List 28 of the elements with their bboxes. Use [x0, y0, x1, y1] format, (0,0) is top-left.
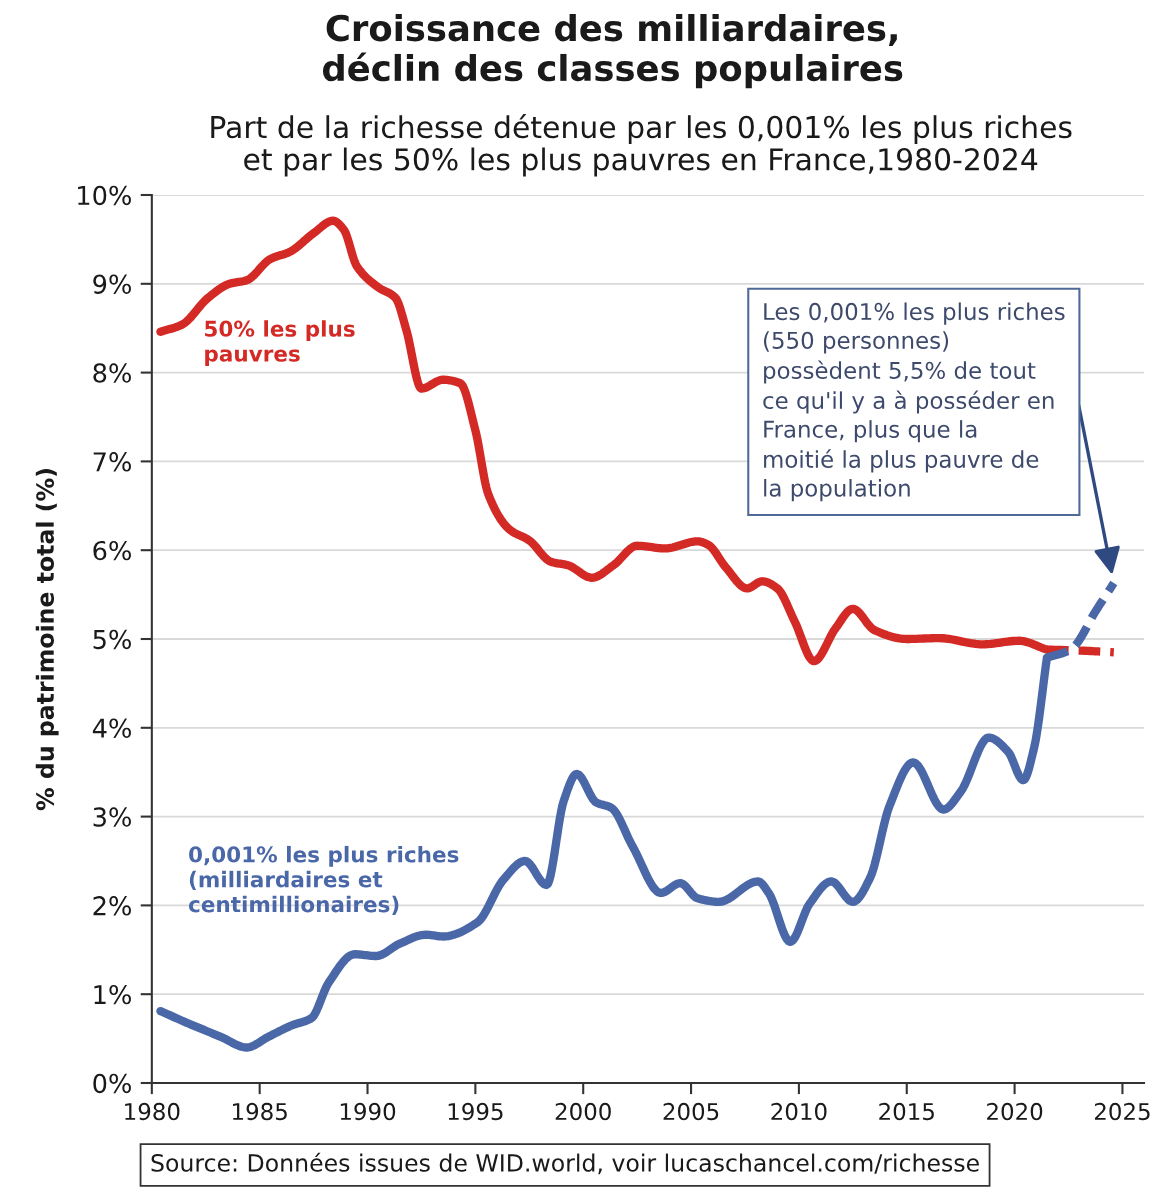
source-note: Source: Données issues de WID.world, voir lucaschancel.com/richesse: [151, 1152, 979, 1175]
x-tick-label: 2020: [987, 1102, 1043, 1121]
y-tick-label: 3%: [93, 807, 131, 827]
x-tick-label: 2015: [879, 1102, 934, 1121]
chart-subtitle: Part de la richesse détenue par les 0,001% les plus riches et par les 50% les plus pauvres en France,1980-2024: [211, 114, 1072, 177]
x-tick-label: 2000: [555, 1102, 611, 1121]
annotation: Les 0,001% les plus riches (550 personnes) possèdent 5,5% de tout ce qu'il y a à posséder en France, plus que la moitié la plus pauvre de la population: [763, 302, 1065, 502]
y-tick-label: 5%: [93, 629, 131, 650]
y-tick-label: 9%: [93, 274, 131, 294]
x-tick-label: 2005: [663, 1102, 719, 1121]
x-tick-label: 2010: [771, 1102, 827, 1121]
x-tick-label: 1995: [448, 1102, 503, 1121]
chart-title: Croissance des milliardaires, déclin des classes populaires: [322, 14, 903, 89]
y-axis-title: % du patrimoine total (%): [35, 469, 59, 811]
y-tick-label: 4%: [92, 718, 131, 738]
y-tick-label: 0%: [93, 1073, 131, 1094]
x-tick-label: 1980: [125, 1102, 180, 1121]
y-tick-label: 2%: [93, 896, 131, 916]
x-tick-label: 1985: [233, 1102, 287, 1121]
y-tick-label: 1%: [94, 984, 131, 1005]
x-tick-label: 2025: [1094, 1102, 1150, 1121]
y-tick-label: 6%: [93, 540, 131, 561]
y-tick-label: 8%: [93, 363, 131, 383]
x-tick-label: 1990: [340, 1102, 396, 1121]
y-tick-label: 10%: [78, 185, 131, 206]
series-label: 50% les plus pauvres: [205, 320, 355, 366]
series-label: 0,001% les plus riches (milliardaires et centimillionaires): [188, 845, 459, 915]
y-tick-label: 7%: [93, 452, 131, 472]
